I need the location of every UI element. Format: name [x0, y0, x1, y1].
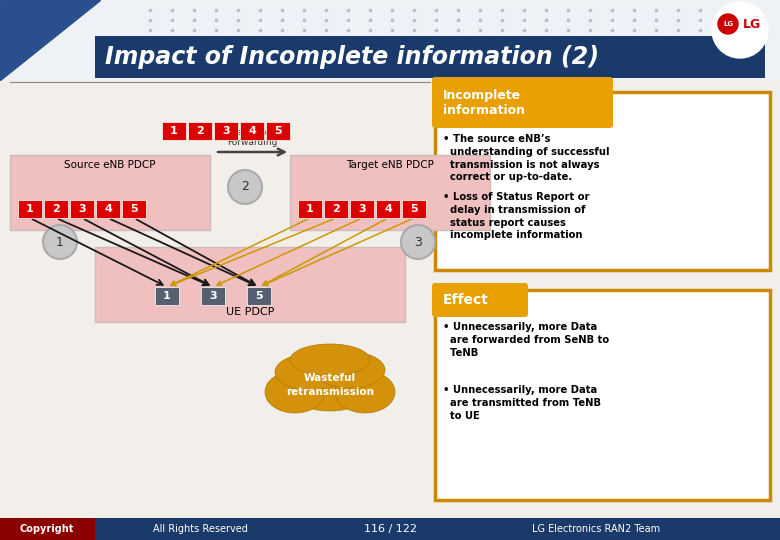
Text: 1: 1	[26, 204, 34, 214]
Bar	[10, 155, 210, 230]
Text: Target eNB PDCP: Target eNB PDCP	[346, 160, 434, 170]
Bar	[201, 287, 225, 305]
Circle shape	[712, 2, 768, 58]
Text: UE PDCP: UE PDCP	[226, 307, 275, 317]
Text: 1: 1	[306, 204, 314, 214]
Text: 4: 4	[384, 204, 392, 214]
Bar	[240, 122, 264, 140]
Bar	[0, 518, 95, 540]
FancyBboxPatch shape	[435, 92, 770, 270]
Ellipse shape	[290, 344, 370, 376]
Circle shape	[401, 225, 435, 259]
Bar	[247, 287, 271, 305]
Bar	[266, 122, 290, 140]
Text: LG: LG	[743, 17, 761, 30]
FancyBboxPatch shape	[435, 290, 770, 500]
Ellipse shape	[315, 352, 385, 388]
Text: 5: 5	[275, 126, 282, 136]
Text: Effect: Effect	[443, 293, 489, 307]
Text: Copyright: Copyright	[20, 524, 74, 534]
FancyBboxPatch shape	[432, 77, 613, 128]
FancyBboxPatch shape	[432, 283, 528, 317]
Bar	[298, 200, 322, 218]
Text: 4: 4	[248, 126, 256, 136]
Bar	[214, 122, 238, 140]
Bar	[95, 247, 405, 322]
Text: Selective
Forwarding: Selective Forwarding	[227, 127, 277, 147]
Ellipse shape	[265, 371, 325, 413]
Text: • The source eNB’s
  understanding of successful
  transmission is not always
  : • The source eNB’s understanding of succ…	[443, 134, 609, 183]
Text: 3: 3	[222, 126, 230, 136]
Text: Source eNB PDCP: Source eNB PDCP	[64, 160, 156, 170]
Bar	[290, 155, 490, 230]
Text: 2: 2	[332, 204, 340, 214]
Bar	[402, 200, 426, 218]
Text: • Loss of Status Report or
  delay in transmission of
  status report causes
  i: • Loss of Status Report or delay in tran…	[443, 192, 590, 240]
Ellipse shape	[275, 354, 345, 390]
Text: 1: 1	[56, 235, 64, 248]
Text: 3: 3	[78, 204, 86, 214]
Bar	[44, 200, 68, 218]
Text: LG: LG	[723, 21, 733, 27]
Text: 116 / 122: 116 / 122	[363, 524, 417, 534]
Bar	[122, 200, 146, 218]
Text: 5: 5	[410, 204, 418, 214]
Text: 2: 2	[196, 126, 204, 136]
Text: Wasteful
retransmission: Wasteful retransmission	[286, 373, 374, 396]
Ellipse shape	[285, 359, 375, 411]
Bar	[95, 518, 780, 540]
Text: 2: 2	[241, 180, 249, 193]
Text: Impact of Incomplete information (2): Impact of Incomplete information (2)	[105, 45, 599, 69]
Text: 3: 3	[414, 235, 422, 248]
Text: Incomplete
information: Incomplete information	[443, 89, 525, 117]
Polygon shape	[0, 0, 100, 80]
Bar	[0, 0, 780, 80]
Bar	[95, 36, 765, 78]
Text: 1: 1	[163, 291, 171, 301]
Text: 3: 3	[358, 204, 366, 214]
Bar	[162, 122, 186, 140]
Bar	[324, 200, 348, 218]
Text: • Unnecessarily, more Data
  are forwarded from SeNB to
  TeNB: • Unnecessarily, more Data are forwarded…	[443, 322, 609, 357]
Text: All Rights Reserved: All Rights Reserved	[153, 524, 247, 534]
Text: 5: 5	[130, 204, 138, 214]
Ellipse shape	[335, 371, 395, 413]
Text: LG Electronics RAN2 Team: LG Electronics RAN2 Team	[532, 524, 660, 534]
Bar	[376, 200, 400, 218]
Circle shape	[718, 14, 738, 34]
Bar	[188, 122, 212, 140]
Bar	[18, 200, 42, 218]
Text: • Unnecessarily, more Data
  are transmitted from TeNB
  to UE: • Unnecessarily, more Data are transmitt…	[443, 385, 601, 421]
Circle shape	[228, 170, 262, 204]
Bar	[70, 200, 94, 218]
Text: 1: 1	[170, 126, 178, 136]
Text: 4: 4	[104, 204, 112, 214]
Bar	[350, 200, 374, 218]
Bar	[155, 287, 179, 305]
Text: 5: 5	[255, 291, 263, 301]
Text: 3: 3	[209, 291, 217, 301]
Circle shape	[43, 225, 77, 259]
Text: 2: 2	[52, 204, 60, 214]
Bar	[96, 200, 120, 218]
